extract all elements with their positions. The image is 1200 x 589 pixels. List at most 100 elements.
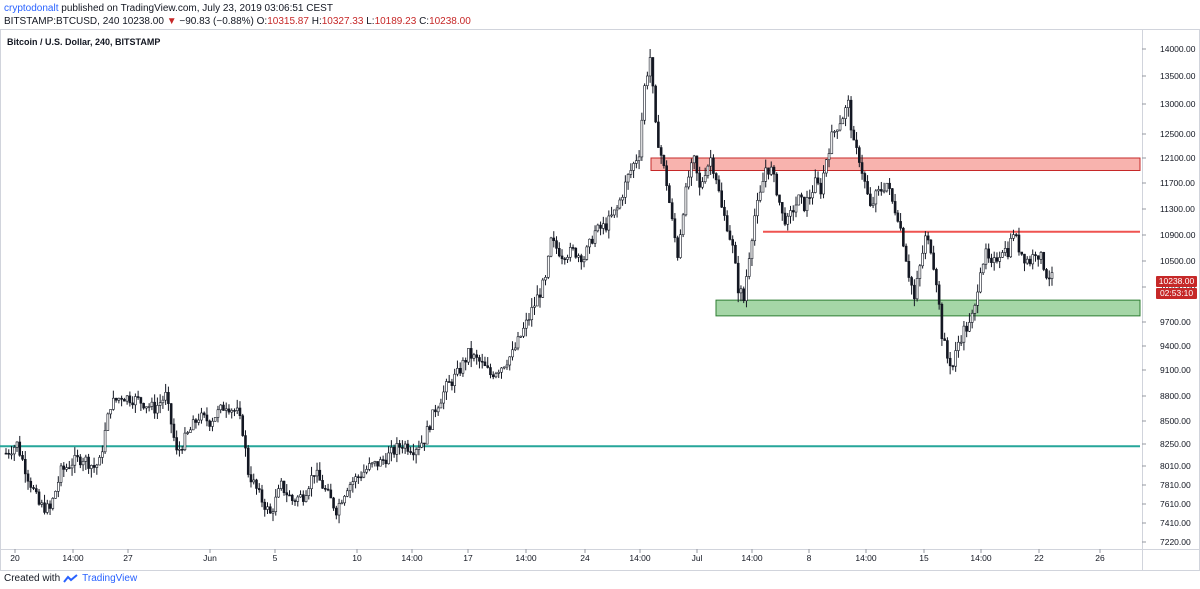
author-link[interactable]: cryptodonalt <box>4 3 59 14</box>
candle-up <box>981 263 985 274</box>
candle-up <box>750 240 754 259</box>
candle-up <box>112 397 115 410</box>
candle-down <box>76 455 79 458</box>
candle-down <box>208 420 211 427</box>
x-tick-label: Jun <box>203 553 217 563</box>
candle-up <box>764 167 768 182</box>
candle-down <box>153 401 156 414</box>
candle-up <box>354 476 357 483</box>
candle-up <box>420 442 423 448</box>
candle-up <box>522 327 525 337</box>
candle-up <box>145 406 148 409</box>
candle-up <box>10 453 13 456</box>
candle-down <box>359 476 363 479</box>
candle-up <box>640 119 644 158</box>
candle-down <box>1014 234 1018 236</box>
tradingview-brand[interactable]: TradingView <box>82 573 138 584</box>
candle-down <box>670 202 674 220</box>
candle-up <box>811 192 814 199</box>
y-tick-label: 7810.00 <box>1160 480 1191 490</box>
candle-up <box>588 238 591 248</box>
candle-up <box>957 341 960 351</box>
candle-up <box>467 348 470 363</box>
candle-down <box>282 480 286 493</box>
candle-down <box>246 447 250 475</box>
candle-up <box>979 272 982 293</box>
candle-down <box>1045 269 1048 279</box>
candle-down <box>43 502 46 513</box>
candle-up <box>373 461 377 464</box>
x-tick-label: 14:00 <box>401 553 423 563</box>
candle-down <box>136 396 140 398</box>
candle-up <box>968 322 971 332</box>
candle-up <box>1003 248 1007 253</box>
candle-up <box>445 381 448 393</box>
candle-down <box>290 494 294 501</box>
y-tick-label: 7220.00 <box>1160 537 1191 547</box>
candle-up <box>629 170 633 175</box>
y-tick-label: 10500.00 <box>1160 256 1196 266</box>
candle-up <box>1009 238 1013 258</box>
candle-up <box>224 408 228 411</box>
candle-down <box>860 162 864 174</box>
x-axis-ticks: 20 14:00 27 Jun 5 10 14:00 17 14:00 24 14:00 Jul 14:… <box>10 549 1105 563</box>
candle-down <box>926 235 930 241</box>
y-tick-label: 11300.00 <box>1160 204 1195 214</box>
candle-up <box>959 341 963 344</box>
candle-up <box>541 279 545 298</box>
candle-down <box>913 284 916 300</box>
candle-down <box>948 357 952 367</box>
candle-down <box>401 447 404 449</box>
candle-down <box>260 489 264 503</box>
candle-up <box>40 502 44 505</box>
candle-up <box>824 159 828 174</box>
candle-down <box>478 357 481 362</box>
candle-down <box>123 399 126 402</box>
footer: Created with TradingView <box>4 572 137 585</box>
candle-down <box>720 190 723 208</box>
candle-up <box>15 441 19 448</box>
candle-down <box>241 415 245 436</box>
candle-down <box>902 227 905 247</box>
candle-down <box>79 456 82 466</box>
candle-down <box>128 395 132 404</box>
candle-down <box>772 166 776 175</box>
candle-up <box>73 455 77 466</box>
candle-up <box>830 131 834 154</box>
candle-up <box>519 335 523 338</box>
candle-down <box>384 459 388 465</box>
candle-down <box>263 501 267 510</box>
x-tick-label: 10 <box>352 553 362 563</box>
candle-down <box>381 459 385 461</box>
candle-up <box>164 392 167 401</box>
candle-up <box>500 367 503 373</box>
candle-up <box>692 155 696 164</box>
candle-down <box>1034 254 1037 257</box>
y-tick-label: 11700.00 <box>1160 178 1195 188</box>
candle-down <box>552 237 556 241</box>
candle-down <box>723 206 726 216</box>
candle-down <box>904 245 908 262</box>
candle-up <box>379 459 382 467</box>
candle-down <box>557 248 561 257</box>
candle-up <box>844 107 847 119</box>
candle-down <box>1023 253 1026 264</box>
y-tick-label: 9700.00 <box>1160 317 1191 327</box>
candle-up <box>549 237 553 257</box>
candle-up <box>414 449 418 456</box>
candle-up <box>439 402 443 409</box>
y-tick-label: 8010.00 <box>1160 461 1191 471</box>
candle-up <box>158 402 162 406</box>
candle-up <box>90 465 93 469</box>
candle-up <box>351 481 355 485</box>
candle-up <box>296 496 300 502</box>
candle-up <box>835 129 839 132</box>
candle-down <box>26 473 30 482</box>
candle-up <box>54 491 57 499</box>
candle-down <box>329 489 333 499</box>
candle-down <box>489 367 492 376</box>
candle-down <box>169 403 173 425</box>
candle-down <box>946 340 949 359</box>
candle-up <box>690 162 693 178</box>
